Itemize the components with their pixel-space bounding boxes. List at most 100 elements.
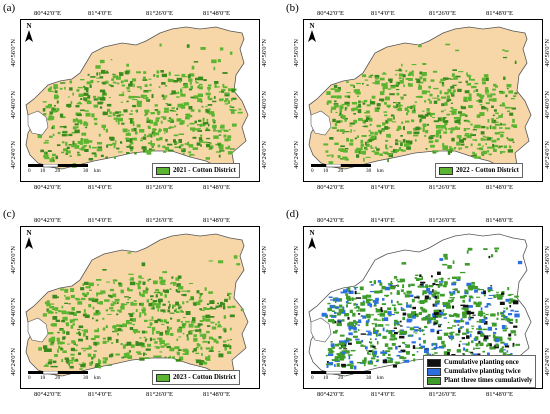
field-patch xyxy=(125,133,131,136)
field-patch xyxy=(159,276,163,280)
scale-label: 0 xyxy=(311,168,314,174)
field-patch xyxy=(483,294,486,297)
field-patch xyxy=(107,340,110,343)
field-patch xyxy=(484,305,489,308)
field-patch xyxy=(414,296,420,299)
field-patch xyxy=(82,313,86,317)
field-patch xyxy=(205,356,211,360)
field-patch xyxy=(352,335,358,338)
field-patch xyxy=(367,351,369,355)
field-patch xyxy=(487,150,490,153)
field-patch xyxy=(366,349,368,352)
field-patch xyxy=(105,156,108,159)
field-patch xyxy=(419,283,423,286)
field-patch xyxy=(48,338,52,343)
field-patch xyxy=(156,330,160,334)
field-patch xyxy=(111,289,113,291)
field-patch xyxy=(510,97,515,100)
field-patch xyxy=(362,119,365,123)
field-patch xyxy=(446,95,450,100)
field-patch xyxy=(175,359,182,362)
field-patch xyxy=(87,73,90,76)
field-patch xyxy=(85,97,90,99)
field-patch xyxy=(192,317,196,322)
field-patch xyxy=(441,313,446,316)
field-patch xyxy=(164,132,166,134)
field-patch xyxy=(384,126,389,130)
field-patch xyxy=(101,124,106,128)
field-patch xyxy=(92,317,94,320)
longitude-tick-bottom: 81°48'0"E xyxy=(486,391,514,398)
field-patch xyxy=(121,356,125,359)
field-patch xyxy=(70,101,73,104)
map-canvas xyxy=(20,226,260,389)
field-patch xyxy=(418,311,422,315)
field-patch xyxy=(369,123,372,126)
field-patch xyxy=(130,121,135,124)
field-patch xyxy=(102,317,105,320)
field-patch xyxy=(338,114,343,116)
field-patch xyxy=(349,122,356,125)
field-patch xyxy=(455,333,460,336)
field-patch xyxy=(122,303,128,306)
field-patch xyxy=(55,311,58,314)
field-patch xyxy=(96,293,98,297)
field-patch xyxy=(373,350,378,355)
field-patch xyxy=(466,135,472,139)
field-patch xyxy=(62,316,66,320)
field-patch xyxy=(140,277,144,279)
field-patch xyxy=(176,118,182,122)
field-patch xyxy=(93,95,97,98)
field-patch xyxy=(144,84,148,87)
field-patch xyxy=(123,353,128,357)
field-patch xyxy=(497,296,503,300)
field-patch xyxy=(189,122,195,125)
field-patch xyxy=(376,124,381,128)
field-patch xyxy=(93,98,98,101)
field-patch xyxy=(375,323,378,326)
field-patch xyxy=(394,311,397,314)
field-patch xyxy=(179,92,183,94)
field-patch xyxy=(54,90,58,93)
field-patch xyxy=(130,149,133,152)
field-patch xyxy=(374,131,378,136)
field-patch xyxy=(481,333,484,335)
field-patch xyxy=(419,286,425,288)
north-arrow: N xyxy=(25,22,33,44)
field-patch xyxy=(380,351,384,354)
field-patch xyxy=(447,321,450,324)
field-patch xyxy=(75,118,78,122)
field-patch xyxy=(117,117,123,122)
field-patch xyxy=(460,318,463,322)
field-patch xyxy=(413,313,418,316)
field-patch xyxy=(437,129,443,131)
field-patch xyxy=(437,295,440,299)
field-patch xyxy=(110,59,113,61)
field-patch xyxy=(357,109,362,114)
field-patch xyxy=(112,293,117,298)
field-patch xyxy=(470,285,476,289)
field-patch xyxy=(492,114,495,117)
legend-item: 2022 - Cotton District xyxy=(439,166,519,175)
field-patch xyxy=(382,359,388,364)
field-patch xyxy=(447,98,452,101)
field-patch xyxy=(395,142,399,146)
field-patch xyxy=(398,345,401,348)
field-patch xyxy=(484,77,489,81)
field-patch xyxy=(128,350,131,353)
field-patch xyxy=(68,362,74,364)
field-patch xyxy=(80,138,84,143)
field-patch xyxy=(130,95,136,98)
field-patch xyxy=(461,337,465,340)
field-patch xyxy=(218,353,224,358)
longitude-tick-top: 81°4'0"E xyxy=(371,217,395,224)
field-patch xyxy=(376,359,380,361)
field-patch xyxy=(209,316,215,318)
field-patch xyxy=(502,49,505,51)
field-patch xyxy=(189,82,192,85)
field-patch xyxy=(93,312,99,316)
field-patch xyxy=(44,154,49,157)
longitude-tick-top: 80°42'0"E xyxy=(34,217,62,224)
field-patch xyxy=(168,356,171,359)
field-patch xyxy=(390,281,393,285)
